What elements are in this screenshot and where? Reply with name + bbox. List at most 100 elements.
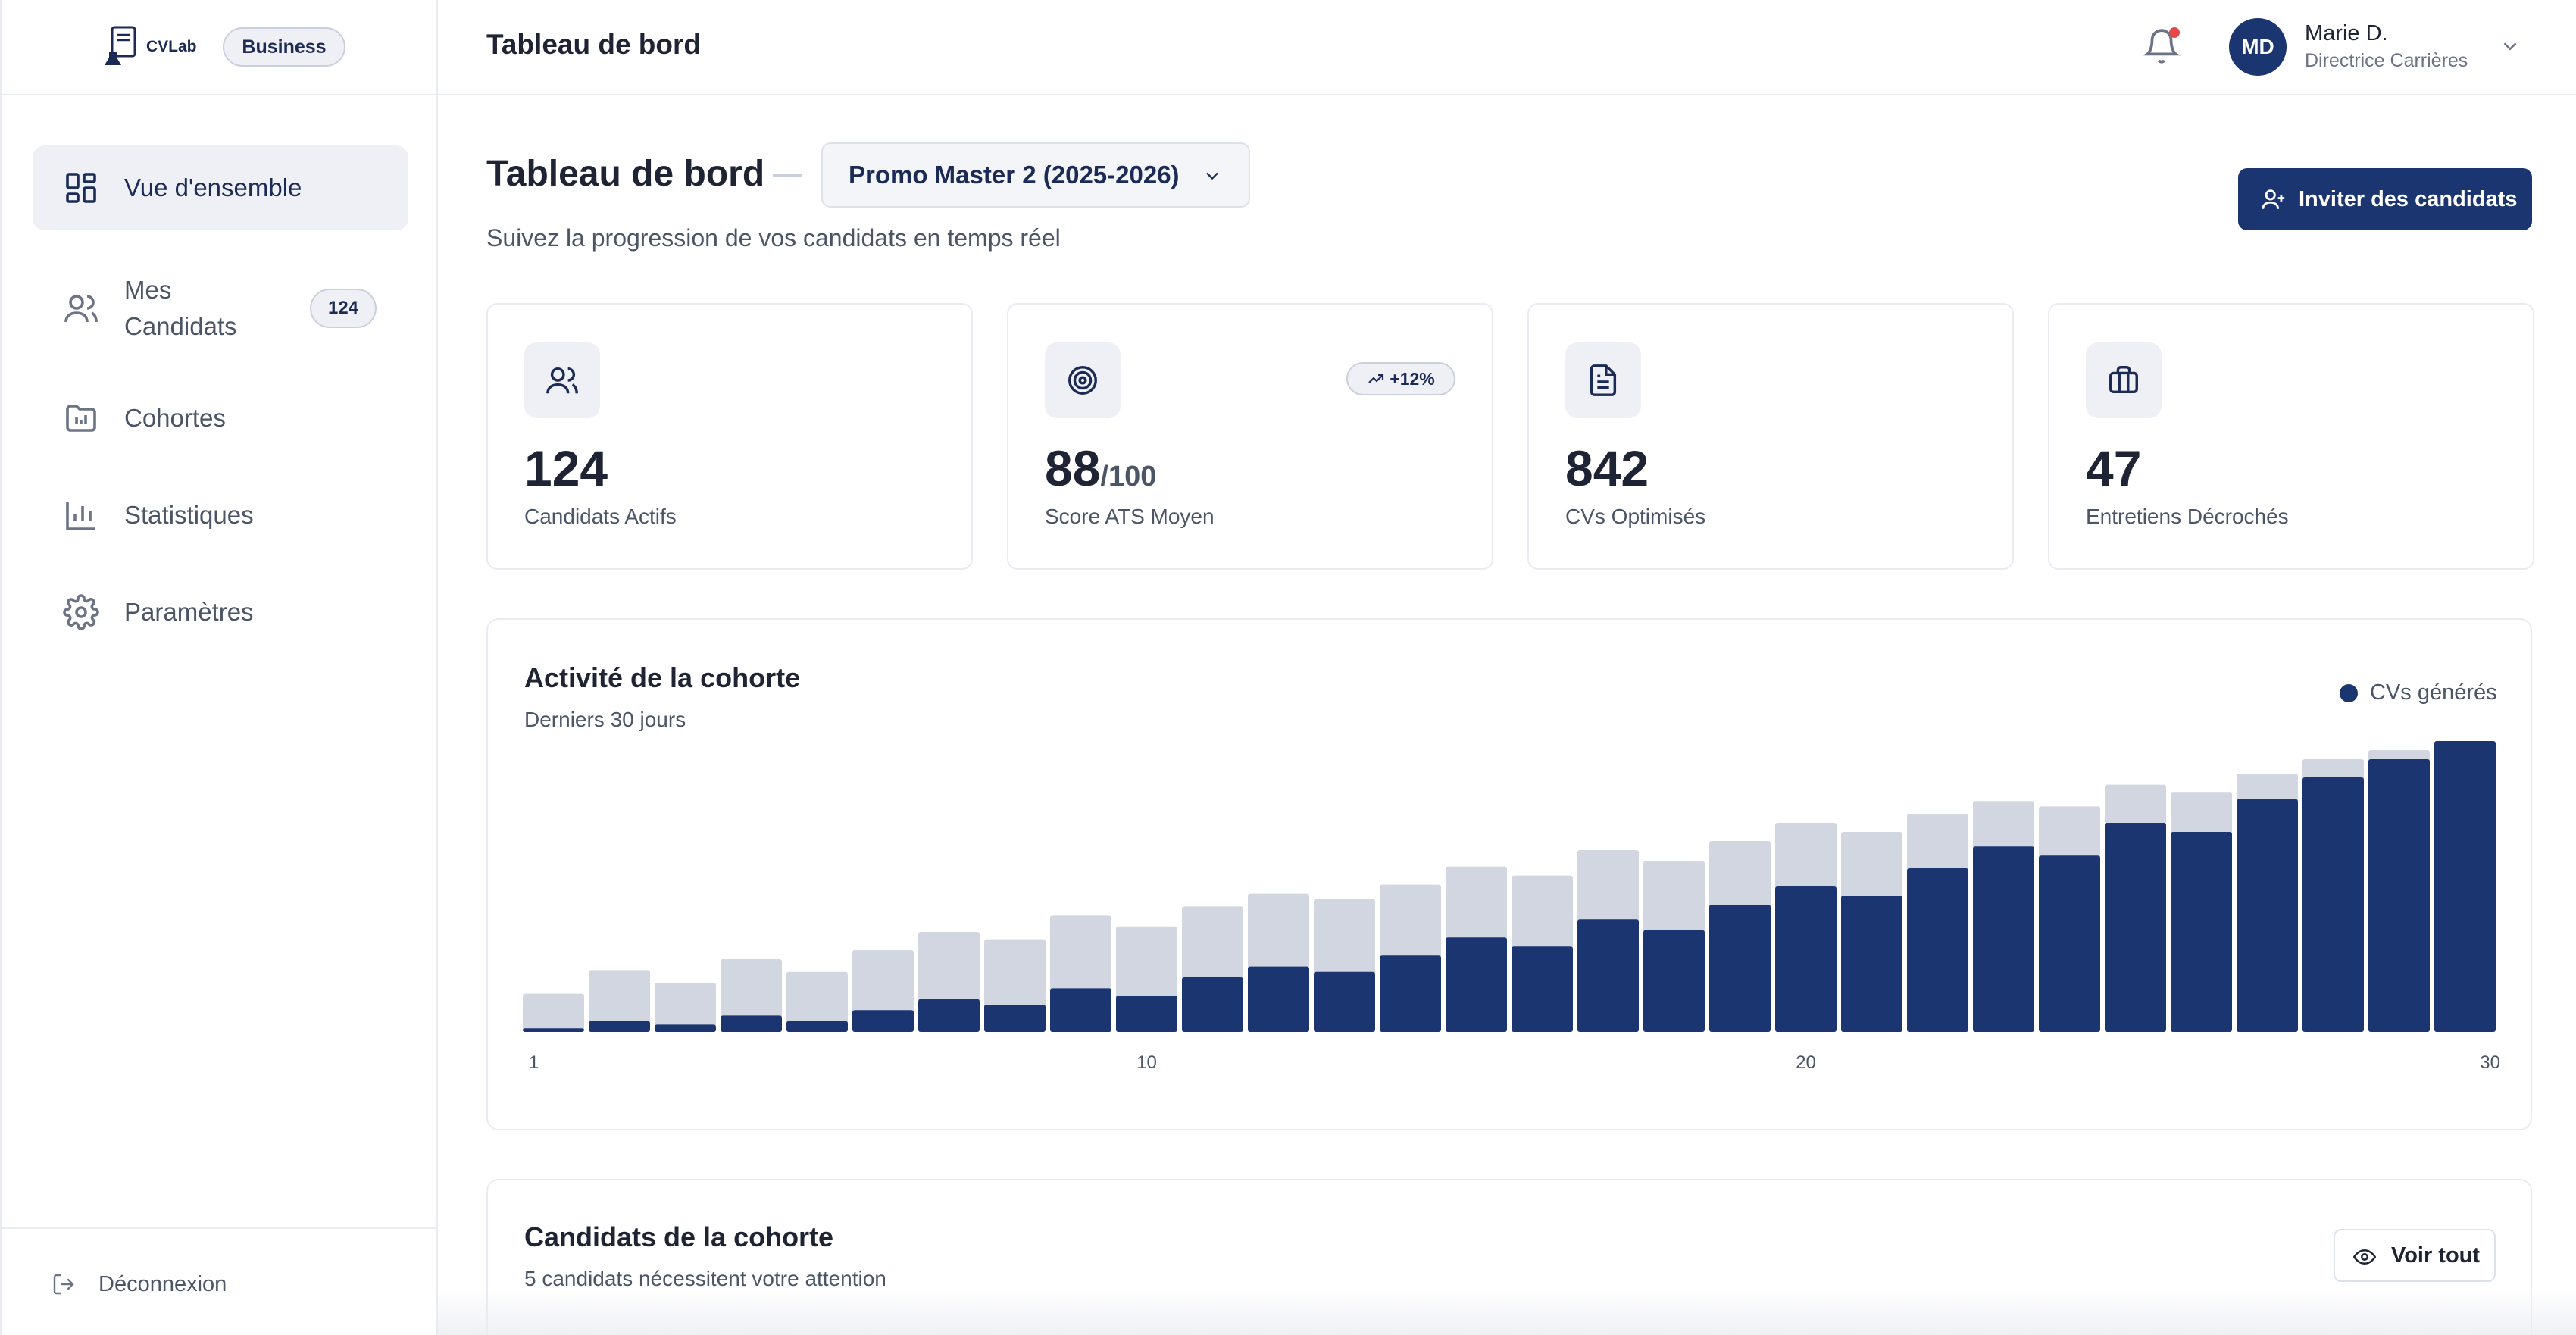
sidebar-item-statistics[interactable]: Statistiques <box>33 473 408 558</box>
sidebar-item-overview[interactable]: Vue d'ensemble <box>33 145 408 230</box>
chart-legend: CVs générés <box>2340 680 2497 705</box>
sidebar-item-label: Vue d'ensemble <box>124 174 302 202</box>
kpi-value: 88/100 <box>1045 440 1157 496</box>
bar-background <box>589 970 650 1032</box>
bar-cvs-generes[interactable] <box>2171 832 2232 1032</box>
kpi-value: 47 <box>2086 440 2142 496</box>
bar-cvs-generes[interactable] <box>1973 846 2034 1032</box>
title-separator <box>773 174 802 177</box>
invite-candidates-button[interactable]: Inviter des candidats <box>2238 168 2532 230</box>
bar-cvs-generes[interactable] <box>2368 759 2430 1032</box>
bar-cvs-generes[interactable] <box>655 1024 716 1032</box>
user-name[interactable]: Marie D. <box>2305 21 2388 45</box>
page-subtitle: Suivez la progression de vos candidats e… <box>486 224 1061 252</box>
bar-cvs-generes[interactable] <box>1182 977 1243 1032</box>
bar-cvs-generes[interactable] <box>1775 886 1837 1032</box>
bar-cvs-generes[interactable] <box>984 1005 1046 1032</box>
promo-select[interactable]: Promo Master 2 (2025-2026) <box>821 142 1250 208</box>
see-all-button[interactable]: Voir tout <box>2334 1229 2496 1282</box>
kpi-value: 842 <box>1565 440 1649 496</box>
user-plus-icon <box>2262 189 2285 209</box>
trend-badge: +12% <box>1346 362 1455 395</box>
bar-cvs-generes[interactable] <box>2237 799 2298 1032</box>
sidebar-item-label: Mes Candidats <box>124 276 237 340</box>
bell-icon[interactable] <box>2143 27 2181 65</box>
bar-cvs-generes[interactable] <box>1841 896 1902 1032</box>
notification-dot <box>2169 27 2180 38</box>
logout-icon <box>53 1274 74 1295</box>
bar-background <box>786 971 848 1032</box>
logo-icon <box>105 26 136 65</box>
panel-title: Activité de la cohorte <box>524 662 801 693</box>
kpi-icon-box <box>524 342 600 418</box>
document-icon <box>1590 364 1617 396</box>
bar-cvs-generes[interactable] <box>2434 741 2496 1032</box>
bar-cvs-generes[interactable] <box>589 1021 650 1032</box>
brand: CVLab Business <box>2 0 438 95</box>
chevron-down-icon <box>1206 172 1218 180</box>
bar-cvs-generes[interactable] <box>1709 905 1771 1032</box>
folder-icon <box>66 405 96 432</box>
sidebar-item-label: Statistiques <box>124 501 254 529</box>
bar-cvs-generes[interactable] <box>1116 996 1177 1032</box>
bar-background <box>721 959 782 1032</box>
bar-cvs-generes[interactable] <box>1380 955 1441 1032</box>
sidebar-item-candidates[interactable]: Mes Candidats 124 <box>33 261 408 355</box>
x-tick-label: 20 <box>1796 1052 1816 1073</box>
bar-cvs-generes[interactable] <box>2105 823 2166 1032</box>
legend-label: CVs générés <box>2370 680 2497 705</box>
candidates-count-badge: 124 <box>310 289 377 328</box>
kpi-label: Entretiens Décrochés <box>2086 505 2289 528</box>
target-icon <box>1068 366 1097 395</box>
kpi-card-ats-score: +12% 88/100 Score ATS Moyen <box>1007 303 1493 570</box>
bar-cvs-generes[interactable] <box>721 1015 782 1032</box>
bar-cvs-generes[interactable] <box>1643 930 1705 1032</box>
bar-cvs-generes[interactable] <box>1314 971 1375 1032</box>
bar-cvs-generes[interactable] <box>1512 946 1573 1032</box>
plan-badge: Business <box>223 27 345 67</box>
bar-cvs-generes[interactable] <box>523 1028 584 1032</box>
brand-name: CVLab <box>146 38 197 55</box>
chevron-down-icon[interactable] <box>2499 35 2521 58</box>
kpi-value: 124 <box>524 440 608 496</box>
avatar[interactable]: MD <box>2229 18 2287 76</box>
kpi-card-optimized-cvs: 842 CVs Optimisés <box>1527 303 2014 570</box>
bar-cvs-generes[interactable] <box>1907 868 1968 1032</box>
sidebar-footer: Déconnexion <box>2 1227 438 1335</box>
promo-select-value: Promo Master 2 (2025-2026) <box>849 161 1180 189</box>
bar-cvs-generes[interactable] <box>2302 777 2364 1032</box>
bar-cvs-generes[interactable] <box>2039 855 2100 1032</box>
gear-icon <box>63 594 99 630</box>
kpi-suffix: /100 <box>1100 461 1157 492</box>
sidebar-item-settings[interactable]: Paramètres <box>33 570 408 655</box>
legend-swatch <box>2340 683 2358 702</box>
bar-cvs-generes[interactable] <box>918 999 980 1032</box>
top-bar: Tableau de bord MD Marie D. Directrice C… <box>438 0 2576 95</box>
sidebar-item-label: Cohortes <box>124 404 226 432</box>
bar-cvs-generes[interactable] <box>1446 937 1507 1032</box>
logout-button[interactable]: Déconnexion <box>52 1265 227 1303</box>
kpi-label: Score ATS Moyen <box>1045 505 1215 528</box>
bar-background <box>523 993 584 1032</box>
x-tick-label: 10 <box>1136 1052 1157 1073</box>
kpi-label: Candidats Actifs <box>524 505 677 528</box>
x-tick-label: 1 <box>529 1052 539 1073</box>
bar-cvs-generes[interactable] <box>1050 988 1111 1032</box>
bar-cvs-generes[interactable] <box>1248 966 1309 1032</box>
bar-cvs-generes[interactable] <box>786 1021 848 1032</box>
dashboard-icon <box>66 173 96 203</box>
kpi-card-active-candidates: 124 Candidats Actifs <box>486 303 973 570</box>
invite-button-label: Inviter des candidats <box>2299 186 2518 211</box>
kpi-icon-box <box>1045 342 1121 418</box>
kpi-card-interviews: 47 Entretiens Décrochés <box>2048 303 2534 570</box>
page-title: Tableau de bord <box>486 154 765 194</box>
user-role: Directrice Carrières <box>2305 50 2468 71</box>
briefcase-icon <box>2109 366 2138 394</box>
sidebar-item-cohorts[interactable]: Cohortes <box>33 376 408 461</box>
users-icon <box>546 367 578 394</box>
bar-cvs-generes[interactable] <box>852 1010 914 1032</box>
kpi-icon-box <box>1565 342 1641 418</box>
bar-cvs-generes[interactable] <box>1577 919 1639 1032</box>
trend-value: +12% <box>1390 368 1435 389</box>
users-icon <box>64 295 98 323</box>
